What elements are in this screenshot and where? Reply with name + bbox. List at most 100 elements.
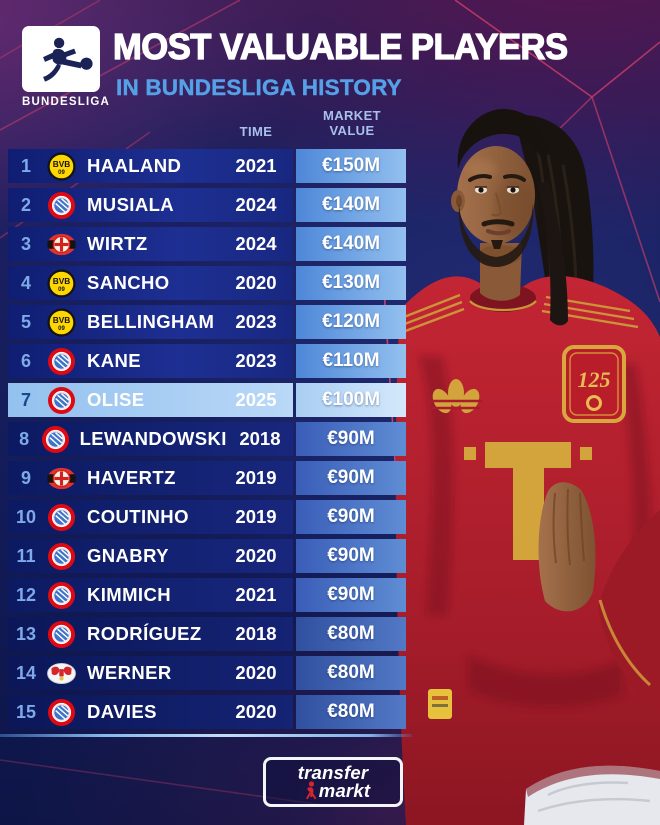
svg-text:09: 09 xyxy=(58,170,65,176)
club-badge-borussia-dortmund: BVB 09 xyxy=(44,268,78,298)
table-row-main: 10 COUTINHO 2019 xyxy=(8,500,293,534)
transfermarkt-line2: markt xyxy=(318,780,371,801)
table-row-main: 15 DAVIES 2020 xyxy=(8,695,293,729)
table-row: 11 GNABRY 2020 €90M xyxy=(0,539,406,573)
value-cell: €90M xyxy=(296,500,406,534)
time-cell: 2019 xyxy=(235,467,277,488)
time-cell: 2020 xyxy=(235,662,277,683)
club-badge-borussia-dortmund: BVB 09 xyxy=(44,307,78,337)
player-name: LEWANDOWSKI xyxy=(79,428,227,449)
rank-cell: 9 xyxy=(20,467,31,488)
jersey-crest-text: 125 xyxy=(578,367,611,392)
player-name: WERNER xyxy=(87,662,172,683)
club-badge-bayern-munich xyxy=(40,425,70,454)
table-row-main: 14 WERNER 2020 xyxy=(8,656,293,690)
table-row-main: 12 KIMMICH 2021 xyxy=(8,578,293,612)
rank-cell: 11 xyxy=(16,545,36,566)
table-row: 9 HAVERTZ 2019 €90M xyxy=(0,461,406,495)
table-row: 5 BVB 09 BELLINGHAM 2023 €120M xyxy=(0,305,406,339)
player-name: COUTINHO xyxy=(87,506,189,527)
table-row: 3 WIRTZ 2024 €140M xyxy=(0,227,406,261)
time-cell: 2024 xyxy=(235,233,277,254)
club-badge-rb-leipzig xyxy=(44,659,78,688)
time-cell: 2023 xyxy=(235,311,277,332)
table-row: 2 MUSIALA 2024 €140M xyxy=(0,188,406,222)
time-cell: 2020 xyxy=(235,545,277,566)
time-cell: 2018 xyxy=(239,428,281,449)
player-name: WIRTZ xyxy=(87,233,148,254)
svg-text:BVB: BVB xyxy=(52,275,70,285)
transfermarkt-line1: transfer xyxy=(297,762,369,783)
rank-cell: 8 xyxy=(19,428,30,449)
player-name: RODRÍGUEZ xyxy=(87,623,202,644)
club-badge-bayer-leverkusen xyxy=(44,464,78,493)
player-name: HAVERTZ xyxy=(87,467,176,488)
time-cell: 2020 xyxy=(235,701,277,722)
bundesliga-logo: BUNDESLIGA xyxy=(22,26,109,108)
value-cell: €80M xyxy=(296,617,406,651)
club-badge-bayern-munich xyxy=(44,503,78,532)
player-name: MUSIALA xyxy=(87,194,175,215)
table-row-main: 8 LEWANDOWSKI 2018 xyxy=(8,422,293,456)
table-row: 1 BVB 09 HAALAND 2021 €150M xyxy=(0,149,406,183)
svg-text:09: 09 xyxy=(58,326,65,332)
player-name: GNABRY xyxy=(87,545,169,566)
table-row-main: 1 BVB 09 HAALAND 2021 xyxy=(8,149,293,183)
page-subtitle: IN BUNDESLIGA HISTORY xyxy=(116,75,402,100)
rank-cell: 3 xyxy=(20,233,31,254)
table-row-main: 4 BVB 09 SANCHO 2020 xyxy=(8,266,293,300)
value-cell: €150M xyxy=(296,149,406,183)
club-badge-bayern-munich xyxy=(44,620,78,649)
club-badge-borussia-dortmund: BVB 09 xyxy=(44,151,78,181)
time-cell: 2024 xyxy=(235,194,277,215)
value-cell: €140M xyxy=(296,188,406,222)
table-row-main: 6 KANE 2023 xyxy=(8,344,293,378)
table-row-main: 3 WIRTZ 2024 xyxy=(8,227,293,261)
value-cell: €80M xyxy=(296,695,406,729)
player-photo: 125 xyxy=(395,108,660,825)
rank-cell: 15 xyxy=(15,701,37,722)
rank-cell: 7 xyxy=(20,389,31,410)
table-bottom-accent-line xyxy=(0,734,412,737)
player-name: KANE xyxy=(87,350,142,371)
rank-cell: 6 xyxy=(20,350,31,371)
table-row: 10 COUTINHO 2019 €90M xyxy=(0,500,406,534)
table-row: 13 RODRÍGUEZ 2018 €80M xyxy=(0,617,406,651)
rank-cell: 4 xyxy=(20,272,31,293)
table-row: 4 BVB 09 SANCHO 2020 €130M xyxy=(0,266,406,300)
table-row: 7 OLISE 2025 €100M xyxy=(0,383,406,417)
svg-text:BVB: BVB xyxy=(52,314,70,324)
table-row-main: 11 GNABRY 2020 xyxy=(8,539,293,573)
value-cell: €90M xyxy=(296,422,406,456)
value-cell: €90M xyxy=(296,539,406,573)
club-badge-bayer-leverkusen xyxy=(44,230,78,259)
table-row: 14 WERNER 2020 €80M xyxy=(0,656,406,690)
column-header-market-value: MARKET VALUE xyxy=(304,108,400,138)
time-cell: 2025 xyxy=(235,389,277,410)
club-badge-bayern-munich xyxy=(44,191,78,220)
club-badge-bayern-munich xyxy=(44,581,78,610)
time-cell: 2018 xyxy=(235,623,277,644)
player-name: HAALAND xyxy=(87,155,182,176)
rank-cell: 5 xyxy=(20,311,31,332)
transfermarkt-runner-icon xyxy=(304,781,317,800)
value-cell: €110M xyxy=(296,344,406,378)
page-title: MOST VALUABLE PLAYERS xyxy=(112,25,568,67)
transfermarkt-logo: transfer markt xyxy=(263,757,403,807)
table-rows: 1 BVB 09 HAALAND 2021 €150M 2 MUSIALA 202… xyxy=(0,149,406,734)
value-cell: €80M xyxy=(296,656,406,690)
time-cell: 2020 xyxy=(235,272,277,293)
value-cell: €90M xyxy=(296,578,406,612)
rank-cell: 2 xyxy=(20,194,31,215)
svg-text:09: 09 xyxy=(58,287,65,293)
column-header-time: TIME xyxy=(239,124,273,139)
player-name: OLISE xyxy=(87,389,145,410)
table-row-main: 13 RODRÍGUEZ 2018 xyxy=(8,617,293,651)
table-row-main: 9 HAVERTZ 2019 xyxy=(8,461,293,495)
club-badge-bayern-munich xyxy=(44,698,78,727)
player-name: BELLINGHAM xyxy=(87,311,215,332)
bundesliga-logo-icon xyxy=(22,26,100,92)
market-value-line1: MARKET xyxy=(322,108,381,123)
player-name: DAVIES xyxy=(87,701,157,722)
